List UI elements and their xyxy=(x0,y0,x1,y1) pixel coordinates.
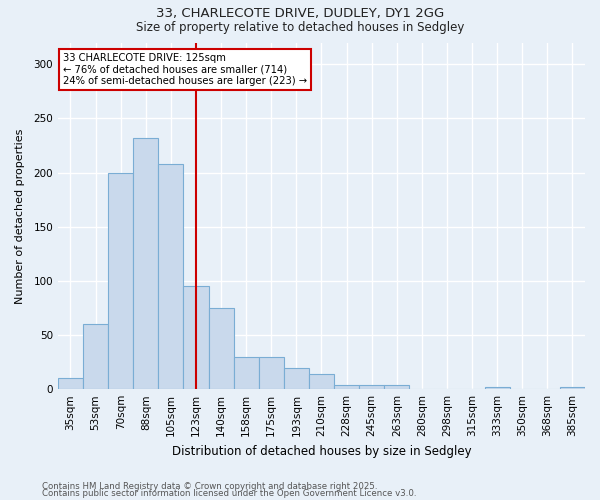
Bar xyxy=(209,308,233,389)
Bar xyxy=(259,356,284,389)
Text: 33 CHARLECOTE DRIVE: 125sqm
← 76% of detached houses are smaller (714)
24% of se: 33 CHARLECOTE DRIVE: 125sqm ← 76% of det… xyxy=(63,53,307,86)
Bar xyxy=(233,356,259,389)
Y-axis label: Number of detached properties: Number of detached properties xyxy=(15,128,25,304)
Bar xyxy=(485,387,510,389)
X-axis label: Distribution of detached houses by size in Sedgley: Distribution of detached houses by size … xyxy=(172,444,471,458)
Bar xyxy=(158,164,184,389)
Text: 33, CHARLECOTE DRIVE, DUDLEY, DY1 2GG: 33, CHARLECOTE DRIVE, DUDLEY, DY1 2GG xyxy=(156,8,444,20)
Bar xyxy=(384,385,409,389)
Bar xyxy=(309,374,334,389)
Bar xyxy=(560,387,585,389)
Bar xyxy=(133,138,158,389)
Text: Size of property relative to detached houses in Sedgley: Size of property relative to detached ho… xyxy=(136,21,464,34)
Bar xyxy=(58,378,83,389)
Bar xyxy=(108,172,133,389)
Bar xyxy=(284,368,309,389)
Bar xyxy=(334,385,359,389)
Text: Contains public sector information licensed under the Open Government Licence v3: Contains public sector information licen… xyxy=(42,490,416,498)
Bar xyxy=(83,324,108,389)
Bar xyxy=(359,385,384,389)
Bar xyxy=(184,286,209,389)
Text: Contains HM Land Registry data © Crown copyright and database right 2025.: Contains HM Land Registry data © Crown c… xyxy=(42,482,377,491)
